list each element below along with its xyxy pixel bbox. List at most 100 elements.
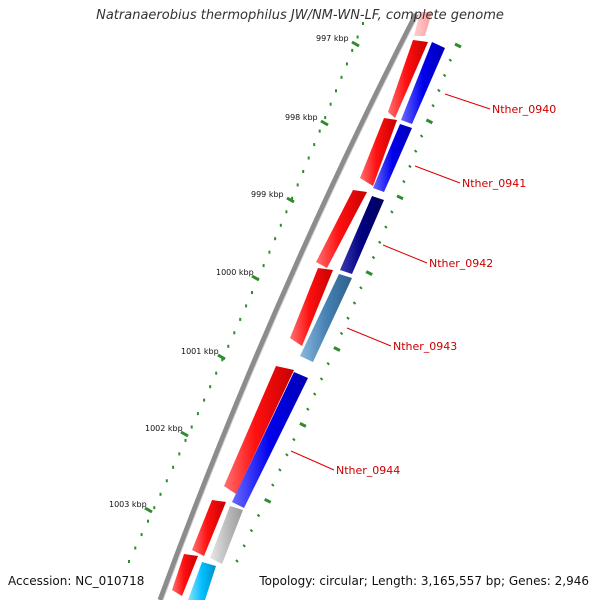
scale-dot: [203, 398, 206, 402]
scale-dot: [313, 143, 316, 147]
accession-label: Accession: NC_010718: [8, 574, 145, 588]
inner-tick: [352, 301, 357, 305]
scale-dot: [329, 102, 332, 106]
scale-dot: [196, 412, 199, 416]
gene-body-nther-0940: [401, 42, 445, 124]
scale-dot: [307, 156, 310, 160]
inner-tick: [408, 164, 412, 169]
major-tick: [144, 506, 153, 514]
scale-dot: [134, 546, 137, 550]
major-tick: [320, 119, 329, 127]
inner-tick: [365, 270, 373, 276]
gene-body-nther-0942: [340, 196, 384, 274]
scale-dot: [274, 237, 277, 241]
inner-tick: [425, 118, 434, 125]
inner-tick: [346, 316, 350, 320]
inner-tick: [326, 361, 330, 366]
scale-dot: [184, 438, 187, 442]
inner-tick: [278, 468, 282, 472]
scale-dot: [351, 48, 354, 52]
inner-tick: [437, 88, 441, 93]
scale-dot: [128, 560, 130, 563]
scale-dot: [285, 210, 288, 214]
scale-dot: [140, 533, 143, 537]
scale-dot: [268, 250, 271, 254]
gene-label-nther-0940[interactable]: Nther_0940: [492, 103, 556, 116]
topology-label: Topology: circular; Length: 3,165,557 bp…: [259, 574, 589, 588]
kbp-label: 999 kbp: [251, 190, 284, 199]
scale-dot: [215, 371, 218, 375]
inner-tick: [448, 58, 453, 62]
forward-gene-7: [172, 554, 198, 596]
scale-ruler: [128, 22, 364, 563]
major-tick: [351, 40, 360, 48]
scale-dot: [345, 62, 348, 66]
major-tick: [251, 274, 260, 282]
kbp-label: 1000 kbp: [216, 268, 254, 277]
scale-dot: [251, 291, 253, 294]
gene-body-gray: [210, 506, 243, 564]
inner-tick: [431, 103, 435, 108]
inner-tick: [419, 134, 424, 138]
leader-line-nther-0944: [290, 450, 335, 471]
inner-tick: [271, 483, 275, 487]
leader-line-nther-0943: [346, 327, 392, 347]
major-tick: [286, 196, 295, 204]
scale-dot: [227, 344, 230, 348]
inner-tick: [312, 392, 317, 396]
gene-label-nther-0942[interactable]: Nther_0942: [429, 257, 493, 270]
backbone-highlight: [162, 13, 420, 600]
inner-tick: [339, 331, 344, 336]
scale-dot: [291, 196, 294, 200]
reverse-strand-features: [188, 42, 445, 600]
scale-dot: [245, 304, 248, 308]
inner-tick: [256, 513, 261, 518]
gene-body-nther-0944: [232, 372, 308, 508]
inner-tick: [292, 437, 296, 442]
inner-tick: [299, 422, 307, 428]
kbp-label: 997 kbp: [316, 34, 349, 43]
gene-leader-lines: [290, 93, 491, 471]
scale-dot: [302, 170, 305, 173]
forward-gene-1: [388, 40, 428, 118]
scale-dot: [209, 385, 212, 389]
inner-tick: [377, 240, 382, 245]
inner-tick: [333, 346, 341, 352]
gene-label-nther-0943[interactable]: Nther_0943: [393, 340, 457, 353]
inner-tick: [319, 377, 324, 381]
forward-gene-4: [290, 268, 333, 346]
inner-ticks: [235, 42, 462, 563]
inner-tick: [402, 179, 406, 184]
gene-label-nther-0941[interactable]: Nther_0941: [462, 177, 526, 190]
backbone-ring: [157, 12, 419, 600]
kbp-labels: 997 kbp 998 kbp 999 kbp 1000 kbp 1001 kb…: [109, 34, 349, 509]
inner-tick: [264, 497, 272, 504]
scale-dot: [335, 89, 337, 93]
inner-tick: [235, 559, 239, 563]
inner-tick: [371, 255, 376, 260]
scale-dot: [233, 331, 236, 335]
scale-dot: [159, 492, 162, 496]
gene-labels: Nther_0940 Nther_0941 Nther_0942 Nther_0…: [336, 103, 556, 477]
leader-line-nther-0941: [414, 165, 461, 184]
scale-dot: [340, 75, 343, 79]
kbp-label: 1001 kbp: [181, 347, 219, 356]
gene-body-nther-0941: [373, 124, 412, 192]
scale-dot: [324, 116, 327, 120]
scale-dot: [279, 223, 282, 227]
scale-dot: [147, 519, 149, 523]
inner-tick: [249, 528, 254, 533]
leader-line-nther-0940: [444, 93, 491, 110]
inner-tick: [413, 149, 418, 153]
gene-body-nther-0943: [300, 274, 352, 362]
major-tick: [180, 430, 189, 438]
inner-tick: [285, 453, 289, 457]
kbp-label: 998 kbp: [285, 113, 318, 122]
forward-gene-3: [316, 190, 367, 268]
gene-label-nther-0944[interactable]: Nther_0944: [336, 464, 400, 477]
scale-dot: [296, 183, 299, 187]
scale-dot: [356, 35, 359, 39]
inner-tick: [390, 210, 394, 214]
kbp-label: 1003 kbp: [109, 500, 147, 509]
